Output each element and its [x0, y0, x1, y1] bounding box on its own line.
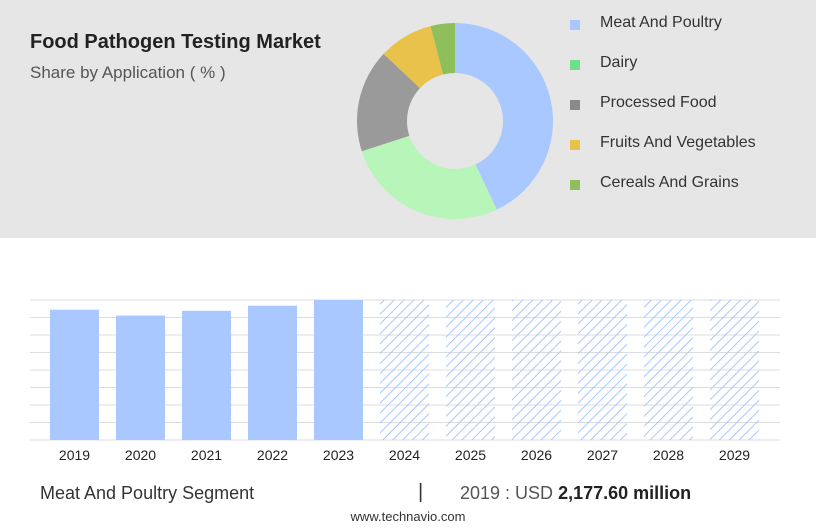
footer-value: 2019 : USD 2,177.60 million	[460, 483, 691, 504]
footer-year-label: 2019 : USD	[460, 483, 554, 503]
chart-subtitle: Share by Application ( % )	[30, 63, 226, 82]
footer-value-amount: 2,177.60 million	[558, 483, 692, 503]
donut-slice-dairy	[361, 135, 497, 219]
bar-2022	[248, 305, 297, 440]
donut-slice-processed-food	[357, 53, 421, 152]
x-tick-label: 2028	[653, 447, 684, 463]
x-tick-label: 2020	[125, 447, 156, 463]
forecast-bar-2026	[512, 300, 561, 440]
x-tick-label: 2023	[323, 447, 354, 463]
legend-swatch	[570, 180, 580, 190]
forecast-bar-2025	[446, 300, 495, 440]
x-tick-label: 2019	[59, 447, 90, 463]
legend-label: Fruits And Vegetables	[600, 134, 756, 151]
donut-slice-cereals-and-grains	[430, 23, 455, 75]
footer-segment-label: Meat And Poultry Segment	[40, 483, 255, 503]
chart-title: Food Pathogen Testing Market	[30, 31, 321, 53]
x-tick-label: 2029	[719, 447, 750, 463]
donut-slice-fruits-and-vegetables	[383, 26, 444, 89]
source-label: www.technavio.com	[350, 509, 466, 524]
x-tick-label: 2025	[455, 447, 486, 463]
bar-2020	[116, 315, 165, 440]
donut-chart	[357, 23, 553, 219]
x-tick-label: 2027	[587, 447, 618, 463]
legend-label: Meat And Poultry	[600, 14, 722, 31]
legend-swatch	[570, 20, 580, 30]
forecast-bar-2024	[380, 300, 429, 440]
bar-chart: 2019 2020 2021 2022 2023 2024 2025 2026 2027 2028…	[30, 299, 780, 463]
donut-slice-meat-and-poultry	[455, 23, 553, 210]
forecast-bar-2029	[710, 300, 759, 440]
x-tick-label: 2021	[191, 447, 222, 463]
forecast-bar-2028	[644, 300, 693, 440]
legend-swatch	[570, 60, 580, 70]
legend-swatch	[570, 140, 580, 150]
legend-label: Processed Food	[600, 94, 717, 111]
bar-2019	[50, 309, 99, 440]
x-tick-label: 2024	[389, 447, 420, 463]
x-tick-label: 2022	[257, 447, 288, 463]
legend-label: Cereals And Grains	[600, 174, 739, 191]
legend-label: Dairy	[600, 54, 638, 71]
bar-2023	[314, 300, 363, 440]
forecast-bar-2027	[578, 300, 627, 440]
legend-swatch	[570, 100, 580, 110]
x-tick-label: 2026	[521, 447, 552, 463]
footer-divider: |	[418, 481, 424, 503]
bar-2021	[182, 310, 231, 440]
